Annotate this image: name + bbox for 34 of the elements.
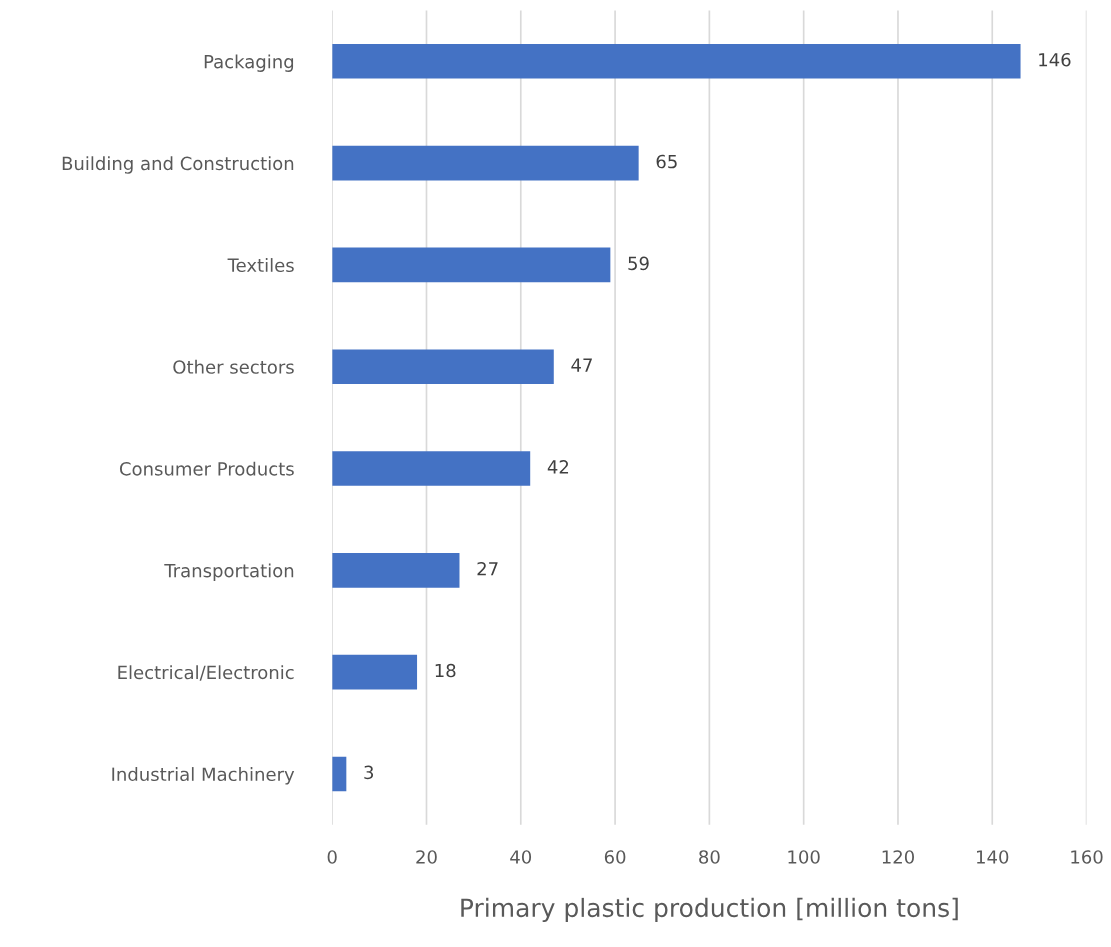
data-label: 146 bbox=[1039, 52, 1071, 67]
x-tick-label: 160 bbox=[1071, 850, 1103, 864]
y-tick-label: Packaging bbox=[204, 54, 294, 72]
x-tick-label: 60 bbox=[604, 850, 626, 864]
x-tick-label: 40 bbox=[510, 850, 532, 864]
data-label: 42 bbox=[547, 460, 569, 474]
bar bbox=[332, 145, 639, 181]
data-label: 3 bbox=[364, 765, 374, 780]
bar bbox=[332, 44, 1021, 79]
bar bbox=[332, 553, 460, 588]
y-tick-label: Consumer Products bbox=[119, 461, 294, 476]
x-axis-title: Primary plastic production [million tons] bbox=[461, 897, 958, 923]
x-tick-label: 120 bbox=[882, 850, 914, 864]
bar bbox=[332, 247, 611, 283]
x-tick-label: 0 bbox=[327, 850, 337, 864]
x-tick-label: 20 bbox=[416, 850, 437, 864]
y-tick-label: Electrical/Electronic bbox=[118, 665, 294, 681]
data-label: 47 bbox=[571, 358, 592, 372]
y-tick-label: Other sectors bbox=[173, 359, 294, 374]
data-label: 59 bbox=[628, 256, 649, 271]
data-label: 65 bbox=[656, 154, 677, 169]
data-label: 18 bbox=[435, 663, 456, 678]
y-tick-label: Industrial Machinery bbox=[112, 767, 295, 785]
bar bbox=[332, 349, 554, 385]
y-tick-label: Textiles bbox=[227, 258, 294, 273]
x-tick-label: 100 bbox=[788, 850, 820, 864]
y-tick-label: Building and Construction bbox=[62, 156, 294, 174]
bar bbox=[332, 451, 531, 486]
x-tick-label: 80 bbox=[699, 850, 720, 864]
bar bbox=[332, 654, 418, 690]
data-label: 27 bbox=[477, 561, 498, 576]
y-tick-label: Transportation bbox=[164, 563, 294, 581]
bar bbox=[332, 756, 347, 792]
x-tick-label: 140 bbox=[977, 850, 1009, 864]
